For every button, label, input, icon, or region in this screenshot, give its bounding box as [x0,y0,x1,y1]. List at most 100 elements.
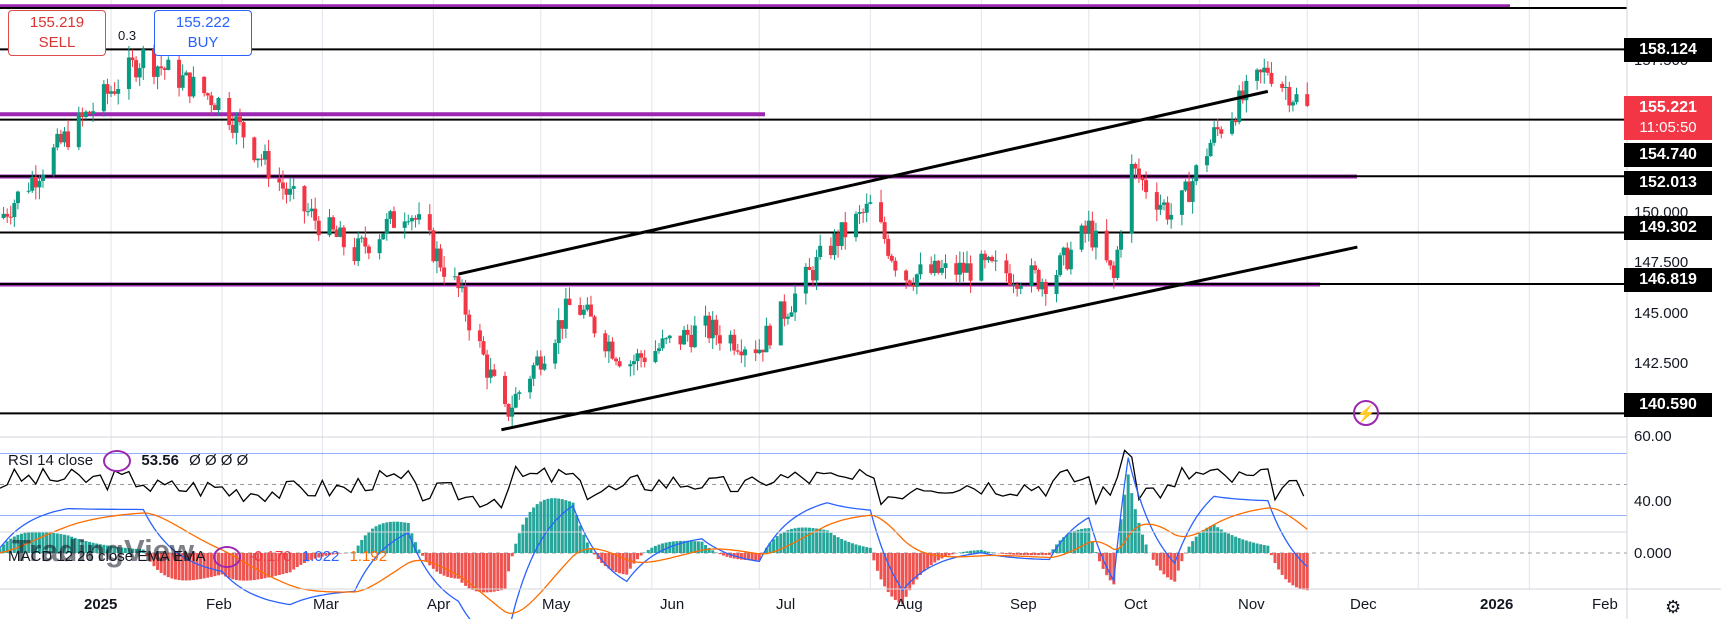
macd-histogram-bar [30,531,34,553]
time-axis-label: Jun [660,596,685,613]
candle-body [1305,94,1310,106]
macd-histogram-bar [510,553,514,557]
candle-body [155,66,160,77]
candle-body [639,353,644,358]
macd-histogram-bar [1205,527,1209,553]
macd-histogram-bar [45,532,49,553]
macd-histogram-bar [653,545,657,553]
macd-histogram-bar [145,553,149,557]
candle-body [617,361,622,367]
candle-body [811,270,815,281]
lightning-icon[interactable]: ⚡ [1353,400,1379,426]
macd-histogram-bar [1287,553,1291,583]
macd-histogram-bar [403,522,407,553]
candle-body [5,213,10,217]
settings-gear-icon[interactable]: ⚙ [1665,597,1682,617]
macd-line [0,457,1308,619]
candle-body [764,325,769,353]
macd-histogram-bar [650,547,654,553]
macd-histogram-bar [564,500,568,553]
macd-histogram-bar [431,553,435,569]
candle-body [914,274,919,287]
macd-histogram-bar [1037,553,1041,556]
candle-body [642,357,647,363]
macd-histogram-bar [184,553,188,581]
macd-histogram-bar [711,550,715,553]
candle-body [1183,181,1188,191]
macd-histogram-bar [37,531,41,553]
candle-body [861,212,866,214]
sell-button[interactable]: 155.219 SELL [8,10,106,56]
macd-histogram-bar [131,548,135,553]
macd-histogram-bar [1230,535,1234,553]
candle-body [434,248,439,262]
candle-body [553,343,558,364]
macd-histogram-bar [671,541,675,553]
macd-histogram-bar [868,547,872,553]
macd-histogram-bar [990,552,994,553]
candle-body [1040,281,1045,290]
candle-body [760,349,765,353]
candle-body [1237,90,1242,123]
indicator-settings-icon[interactable] [212,546,241,568]
macd-histogram-bar [435,553,439,572]
macd-histogram-bar [392,521,396,553]
candle-body [714,319,719,336]
macd-histogram-bar [242,553,246,581]
buy-button[interactable]: 155.222 BUY [154,10,252,56]
macd-histogram-bar [370,528,374,553]
macd-histogram-bar [274,553,278,576]
candle-body [51,147,56,175]
macd-histogram-bar [439,553,443,574]
time-axis-label: Oct [1124,596,1148,613]
macd-histogram-bar [1090,541,1094,553]
macd-histogram-bar [356,545,360,553]
candle-body [1115,249,1120,278]
macd-histogram-bar [338,553,342,554]
candle-body [560,320,565,329]
macd-histogram-bar [1176,553,1180,571]
candle-body [982,253,987,261]
indicator-settings-icon[interactable] [103,450,132,472]
candle-body [1265,67,1270,73]
rsi-pane [0,449,1627,516]
macd-histogram-bar [850,543,854,553]
macd-histogram-bar [951,553,955,555]
time-axis-label: 2025 [84,596,118,613]
candle-body [313,208,318,221]
candle-body [191,76,196,97]
rsi-legend[interactable]: RSI 14 close 53.56 Ø Ø Ø Ø [8,450,248,472]
macd-histogram-bar [811,528,815,553]
macd-histogram-bar [986,551,990,553]
macd-histogram-bar [66,535,70,553]
price-tag-152: 152.013 [1624,171,1712,195]
macd-legend[interactable]: MACD 12 26 close EMA EMA -0.170 1.022 1.… [8,546,387,568]
candle-body [1240,90,1245,101]
macd-histogram-bar [1140,534,1144,553]
macd-histogram-bar [786,530,790,553]
macd-histogram-bar [1126,474,1130,553]
candle-body [1204,156,1209,166]
candle-body [277,178,282,183]
macd-histogram-bar [485,553,489,593]
candle-body [366,246,371,254]
candle-body [216,98,221,111]
macd-histogram-bar [757,553,761,561]
macd-histogram-bar [560,499,564,553]
sell-label: SELL [38,34,76,51]
candle-body [306,211,311,213]
candle-body [510,407,515,417]
candle-body [832,233,837,256]
macd-histogram-bar [714,552,718,553]
buy-price: 155.222 [175,14,231,31]
candle-body [384,218,389,234]
candle-body [1179,190,1184,215]
candle-body [793,293,798,313]
candle-body [692,325,697,348]
candle-body [338,227,343,237]
candle-body [1244,80,1249,101]
macd-histogram-bar [843,540,847,553]
macd-histogram-bar [571,502,575,553]
candle-body [1119,233,1124,250]
